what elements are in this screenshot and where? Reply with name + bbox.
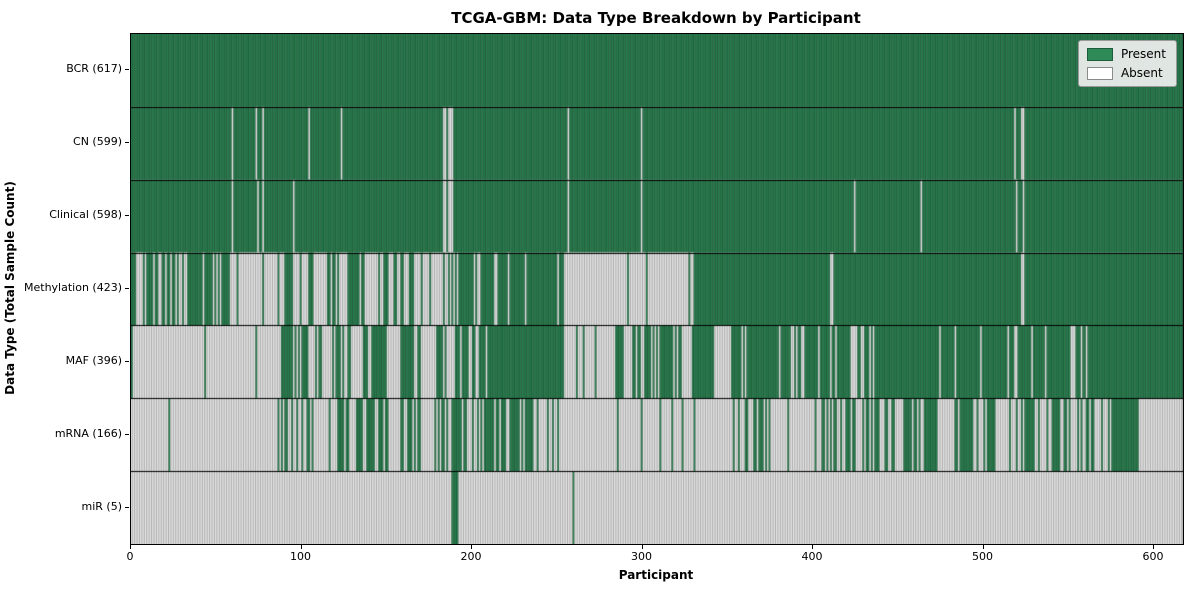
x-tick-label-100: 100 xyxy=(290,550,311,563)
x-tick-label-600: 600 xyxy=(1142,550,1164,563)
y-tick-label-Clinical: Clinical (598) xyxy=(49,208,122,222)
x-tick-label-400: 400 xyxy=(801,550,823,563)
legend-label-present: Present xyxy=(1120,47,1166,61)
legend-item-present: Present xyxy=(1086,47,1166,61)
legend-label-absent: Absent xyxy=(1120,66,1163,80)
x-tick-mark xyxy=(642,545,643,549)
y-tick-mark xyxy=(125,69,129,70)
absent-swatch-icon xyxy=(1086,66,1113,80)
y-tick-label-Methylation: Methylation (423) xyxy=(24,281,122,294)
legend: Present Absent xyxy=(1077,40,1177,87)
x-tick-mark xyxy=(983,545,984,549)
x-tick-label-500: 500 xyxy=(972,550,993,563)
chart-title: TCGA-GBM: Data Type Breakdown by Partici… xyxy=(451,9,861,27)
x-tick-mark xyxy=(1153,545,1154,549)
x-tick-mark xyxy=(301,545,302,549)
y-tick-mark xyxy=(125,142,129,143)
y-tick-label-MAF: MAF (396) xyxy=(65,353,122,367)
y-tick-label-miR: miR (5) xyxy=(81,499,123,513)
plot-area xyxy=(130,33,1184,545)
x-tick-label-200: 200 xyxy=(460,550,482,563)
y-tick-label-mRNA: mRNA (166) xyxy=(54,426,122,440)
y-tick-label-CN: CN (599) xyxy=(73,135,122,149)
x-axis-label: Participant xyxy=(618,568,694,582)
y-tick-label-BCR: BCR (617) xyxy=(66,62,122,76)
y-tick-mark xyxy=(125,507,129,508)
y-tick-mark xyxy=(125,434,129,435)
x-tick-mark xyxy=(812,545,813,549)
y-tick-mark xyxy=(125,361,129,362)
legend-item-absent: Absent xyxy=(1086,66,1166,80)
x-tick-label-0: 0 xyxy=(126,550,134,563)
x-tick-mark xyxy=(130,545,131,549)
y-tick-mark xyxy=(125,215,129,216)
x-tick-mark xyxy=(471,545,472,549)
x-tick-label-300: 300 xyxy=(631,550,652,563)
present-swatch-icon xyxy=(1086,47,1113,61)
y-tick-mark xyxy=(125,288,129,289)
presence-heatmap-canvas xyxy=(131,34,1183,544)
